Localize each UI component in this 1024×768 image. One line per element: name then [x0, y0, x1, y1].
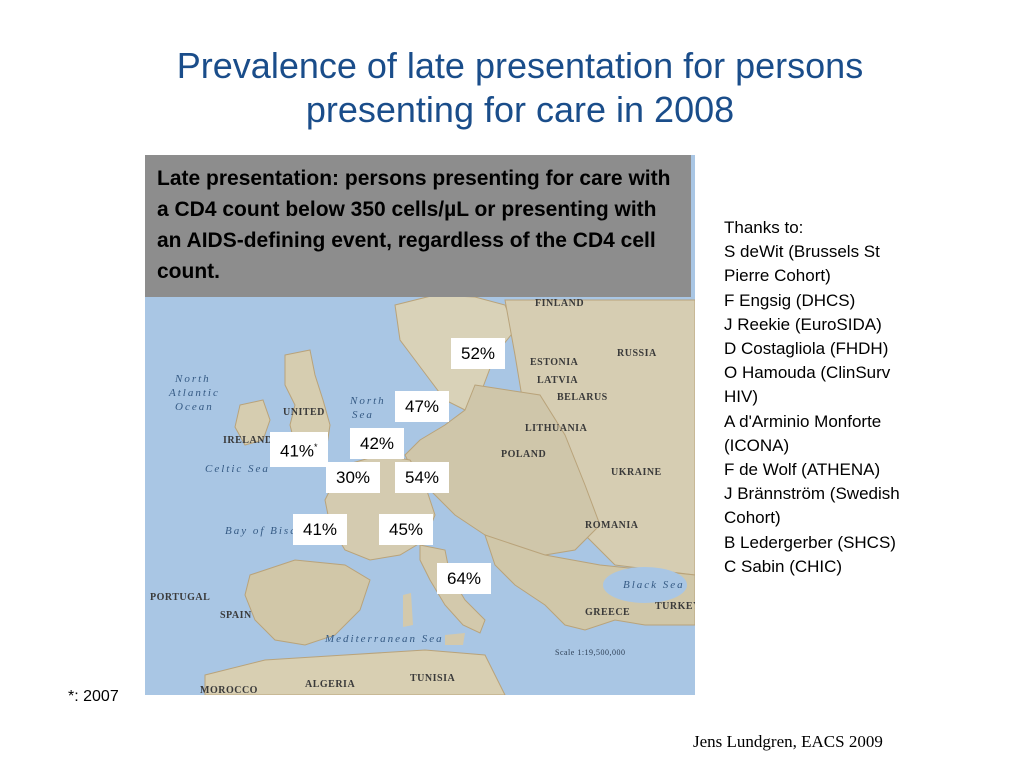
label-united: UNITED — [283, 407, 325, 418]
thanks-list: Thanks to: S deWit (Brussels St Pierre C… — [724, 216, 964, 579]
map-graphic — [204, 294, 695, 695]
label-portugal: PORTUGAL — [150, 592, 211, 603]
label-turkey: TURKEY — [655, 601, 695, 612]
pct-42: 42% — [350, 428, 405, 459]
title-line-1: Prevalence of late presentation for pers… — [176, 45, 864, 86]
thanks-item: A d'Arminio Monforte (ICONA) — [724, 411, 882, 455]
pct-64: 64% — [437, 563, 492, 594]
asterisk-mark: * — [314, 442, 318, 452]
pct-41-star-value: 41% — [280, 441, 315, 461]
label-russia: RUSSIA — [617, 348, 657, 359]
label-estonia: ESTONIA — [530, 357, 579, 368]
credit: Jens Lundgren, EACS 2009 — [693, 732, 883, 751]
definition-box: Late presentation: persons presenting fo… — [145, 155, 691, 297]
label-north-sea-2: Sea — [352, 409, 374, 421]
thanks-item: F Engsig (DHCS) — [724, 290, 856, 310]
label-celtic-sea: Celtic Sea — [205, 463, 270, 475]
label-romania: ROMANIA — [585, 520, 639, 531]
pct-47: 47% — [395, 391, 450, 422]
footnote: *: 2007 — [68, 688, 119, 705]
title-line-2: presenting for care in 2008 — [305, 89, 735, 130]
label-finland: FINLAND — [535, 298, 585, 309]
thanks-item: J Brännström (Swedish Cohort) — [724, 484, 900, 528]
label-scale: Scale 1:19,500,000 — [555, 648, 626, 657]
label-poland: POLAND — [501, 449, 547, 460]
pct-41-star: 41%* — [270, 432, 328, 467]
thanks-item: C Sabin (CHIC) — [724, 556, 843, 576]
pct-52: 52% — [451, 338, 506, 369]
label-greece: GREECE — [585, 607, 631, 618]
thanks-item: D Costagliola (FHDH) — [724, 339, 889, 359]
label-algeria: ALGERIA — [305, 679, 356, 690]
label-belarus: BELARUS — [557, 392, 608, 403]
label-tunisia: TUNISIA — [410, 673, 456, 684]
label-lithuania: LITHUANIA — [525, 423, 588, 434]
label-morocco: MOROCCO — [200, 685, 258, 695]
label-bay-of-biscay: Bay of Biscay — [225, 525, 312, 537]
label-north-atlantic-1: North — [175, 373, 211, 385]
label-north-atlantic-2: Atlantic — [169, 387, 220, 399]
pct-41: 41% — [293, 514, 348, 545]
slide-title: Prevalence of late presentation for pers… — [80, 44, 960, 132]
pct-45: 45% — [379, 514, 434, 545]
label-ireland: IRELAND — [223, 435, 273, 446]
label-ukraine: UKRAINE — [611, 467, 662, 478]
label-latvia: LATVIA — [537, 375, 579, 386]
thanks-heading: Thanks to: — [724, 218, 804, 237]
label-mediterranean: Mediterranean Sea — [325, 633, 444, 645]
thanks-item: B Ledergerber (SHCS) — [724, 532, 896, 552]
label-black-sea: Black Sea — [623, 579, 685, 591]
thanks-item: F de Wolf (ATHENA) — [724, 460, 881, 480]
pct-30: 30% — [326, 462, 381, 493]
label-spain: SPAIN — [220, 610, 252, 621]
label-north-sea-1: North — [350, 395, 386, 407]
pct-54: 54% — [395, 462, 450, 493]
thanks-item: S deWit (Brussels St Pierre Cohort) — [724, 242, 880, 286]
thanks-item: O Hamouda (ClinSurv HIV) — [724, 363, 891, 407]
thanks-item: J Reekie (EuroSIDA) — [724, 314, 882, 334]
label-north-atlantic-3: Ocean — [175, 401, 214, 413]
